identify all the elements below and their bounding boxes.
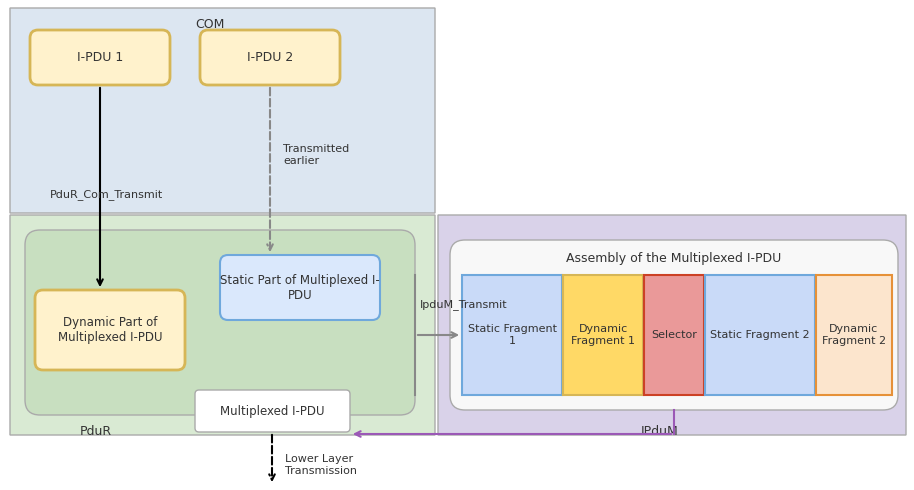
Text: Static Part of Multiplexed I-
PDU: Static Part of Multiplexed I- PDU bbox=[220, 273, 380, 301]
FancyBboxPatch shape bbox=[438, 215, 906, 435]
Text: IpduM_Transmit: IpduM_Transmit bbox=[420, 299, 507, 311]
Text: I-PDU 2: I-PDU 2 bbox=[247, 51, 293, 64]
Text: Transmitted
earlier: Transmitted earlier bbox=[283, 144, 349, 166]
Text: Static Fragment 2: Static Fragment 2 bbox=[710, 330, 810, 340]
FancyBboxPatch shape bbox=[195, 390, 350, 432]
FancyBboxPatch shape bbox=[644, 275, 704, 395]
FancyBboxPatch shape bbox=[30, 30, 170, 85]
Text: Static Fragment
1: Static Fragment 1 bbox=[467, 324, 557, 346]
Text: Dynamic
Fragment 2: Dynamic Fragment 2 bbox=[822, 324, 886, 346]
Text: Dynamic
Fragment 1: Dynamic Fragment 1 bbox=[571, 324, 635, 346]
FancyBboxPatch shape bbox=[816, 275, 892, 395]
FancyBboxPatch shape bbox=[10, 8, 435, 213]
FancyBboxPatch shape bbox=[705, 275, 815, 395]
Text: PduR_Com_Transmit: PduR_Com_Transmit bbox=[50, 190, 164, 200]
FancyBboxPatch shape bbox=[450, 240, 898, 410]
FancyBboxPatch shape bbox=[10, 215, 435, 435]
Text: COM: COM bbox=[196, 18, 225, 31]
Text: Lower Layer
Transmission: Lower Layer Transmission bbox=[285, 454, 357, 476]
FancyBboxPatch shape bbox=[462, 275, 562, 395]
Text: Multiplexed I-PDU: Multiplexed I-PDU bbox=[220, 405, 324, 417]
FancyBboxPatch shape bbox=[25, 230, 415, 415]
FancyBboxPatch shape bbox=[220, 255, 380, 320]
Text: Assembly of the Multiplexed I-PDU: Assembly of the Multiplexed I-PDU bbox=[567, 252, 781, 265]
Text: IPduM: IPduM bbox=[641, 425, 679, 438]
Text: I-PDU 1: I-PDU 1 bbox=[77, 51, 123, 64]
Text: PduR: PduR bbox=[80, 425, 112, 438]
FancyBboxPatch shape bbox=[35, 290, 185, 370]
Text: Selector: Selector bbox=[651, 330, 697, 340]
FancyBboxPatch shape bbox=[563, 275, 643, 395]
Text: Dynamic Part of
Multiplexed I-PDU: Dynamic Part of Multiplexed I-PDU bbox=[58, 316, 163, 344]
FancyBboxPatch shape bbox=[200, 30, 340, 85]
